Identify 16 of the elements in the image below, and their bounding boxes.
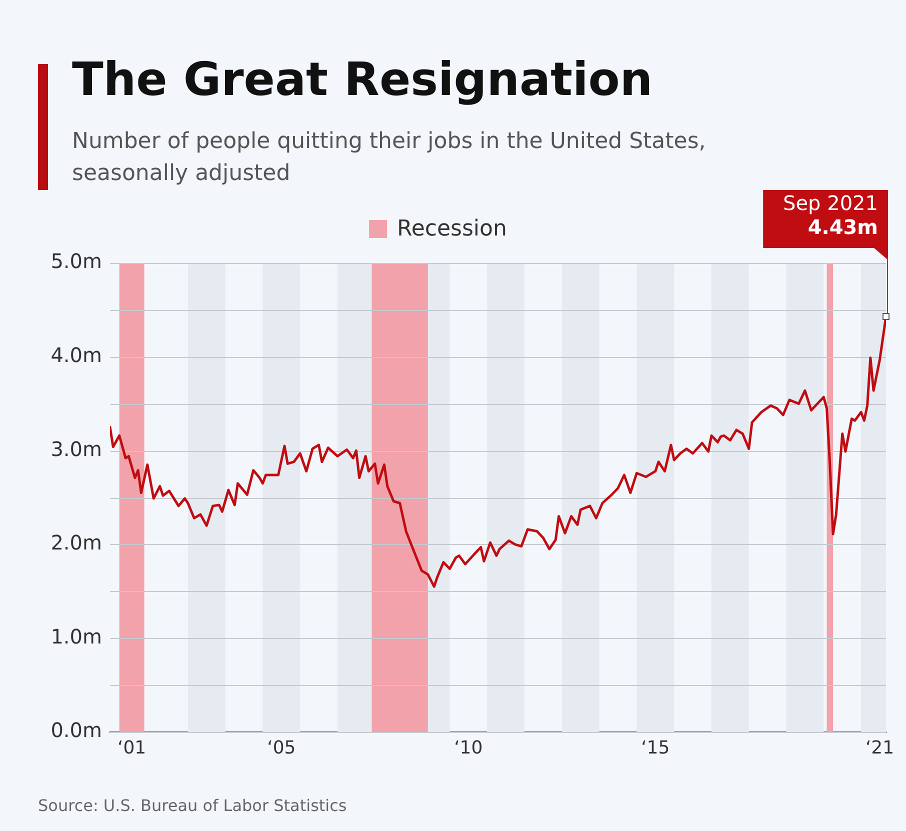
y-tick-label: 0.0m (50, 718, 102, 742)
x-tick-label: ‘10 (454, 737, 483, 758)
y-tick-label: 3.0m (50, 436, 102, 461)
x-tick-label: ‘15 (641, 737, 670, 758)
annotation: Sep 2021 4.43m (783, 191, 878, 240)
legend-label: Recession (397, 216, 507, 242)
source-note: Source: U.S. Bureau of Labor Statistics (38, 796, 347, 815)
chart-subtitle: Number of people quitting their jobs in the United States, seasonally adjusted (72, 128, 706, 188)
y-tick-label: 4.0m (50, 343, 102, 368)
chart-title: The Great Resignation (72, 52, 653, 106)
x-tick-label: ‘21 (865, 737, 894, 758)
y-tick-label: 1.0m (50, 624, 102, 648)
x-tick-label: ‘01 (117, 737, 146, 758)
y-tick-label: 5.0m (50, 249, 102, 274)
x-tick-label: ‘05 (267, 737, 296, 758)
y-tick-label: 2.0m (50, 530, 102, 555)
